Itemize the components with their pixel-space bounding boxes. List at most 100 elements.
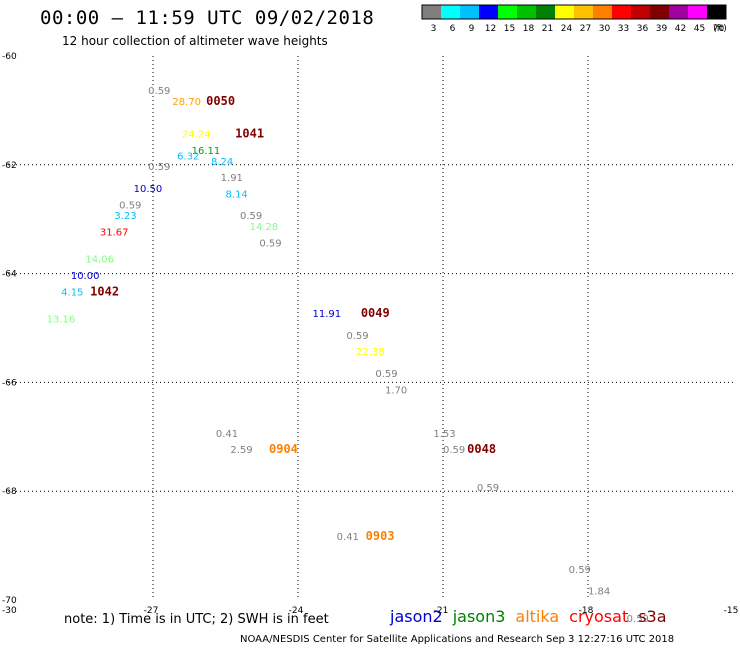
colorbar-unit: (ft) [713, 24, 727, 34]
wave-height-value: 13.16 [47, 315, 76, 326]
colorbar-level: 30 [599, 24, 611, 34]
wave-height-value: 0.59 [259, 238, 281, 249]
x-tick-label: -15 [724, 606, 739, 616]
colorbar-swatch [650, 5, 669, 19]
y-tick-label: -68 [2, 487, 17, 497]
colorbar-level: 39 [656, 24, 668, 34]
x-corner-label: -30 [2, 606, 17, 616]
legend-entry: jason3 [452, 607, 506, 626]
wave-height-value: 0.59 [627, 614, 649, 625]
colorbar-level: 6 [450, 24, 456, 34]
wave-height-value: 0.59 [569, 565, 591, 576]
colorbar-swatch [498, 5, 517, 19]
wave-height-value: 1.84 [588, 587, 610, 598]
wave-height-value: 6.32 [177, 151, 199, 162]
wave-height-value: 0.59 [375, 369, 397, 380]
colorbar-swatch [669, 5, 688, 19]
colorbar-swatch [612, 5, 631, 19]
colorbar-swatch [574, 5, 593, 19]
wave-height-value: 14.06 [85, 255, 114, 266]
colorbar-swatch [422, 5, 441, 19]
wave-height-value: 28.70 [172, 97, 201, 108]
pass-time-label: 0049 [361, 306, 390, 320]
x-tick-label: -21 [434, 606, 449, 616]
colorbar-level: 42 [675, 24, 686, 34]
colorbar-swatch [441, 5, 460, 19]
wave-height-value: 4.15 [61, 287, 83, 298]
pass-time-label: 1041 [235, 127, 264, 141]
colorbar-level: 45 [694, 24, 705, 34]
wave-height-value: 10.50 [134, 184, 163, 195]
wave-height-value: 3.23 [114, 211, 136, 222]
wave-height-value: 10.00 [71, 271, 100, 282]
colorbar-swatch [688, 5, 707, 19]
pass-time-label: 0050 [206, 94, 235, 108]
colorbar-level: 36 [637, 24, 649, 34]
satellite-legend: jason2 jason3 altika cryosat s3a [390, 607, 677, 626]
chart-subtitle: 12 hour collection of altimeter wave hei… [62, 34, 328, 48]
colorbar-level: 12 [485, 24, 496, 34]
wave-height-value: 0.41 [337, 532, 359, 543]
x-tick-label: -27 [144, 606, 159, 616]
wave-height-value: 0.59 [346, 331, 368, 342]
colorbar-level: 70 [713, 24, 725, 34]
colorbar: 3 6 9 12 15 18 21 24 27 30 33 36 39 42 45 70(ft) [421, 4, 727, 34]
wave-height-value: 8.14 [226, 189, 248, 200]
grid-lines [8, 56, 733, 600]
colorbar-level: 21 [542, 24, 553, 34]
colorbar-swatch [536, 5, 555, 19]
wave-height-value: 0.59 [148, 86, 170, 97]
colorbar-swatch [460, 5, 479, 19]
axis-ticks: -27 -24 -21 -18 -15 -60 -62 -64 -66 -68 -70-30 [2, 52, 738, 616]
wave-height-value: 14.28 [250, 222, 279, 233]
wave-height-value: 1.53 [433, 429, 455, 440]
wave-height-value: 31.67 [100, 228, 129, 239]
x-tick-label: -24 [289, 606, 304, 616]
colorbar-level: 27 [580, 24, 591, 34]
pass-time-label: 0048 [467, 442, 496, 456]
x-tick-label: -18 [579, 606, 594, 616]
wave-height-value: 0.59 [443, 445, 465, 456]
credit-line: NOAA/NESDIS Center for Satellite Applica… [240, 634, 675, 645]
y-tick-label: -66 [2, 378, 17, 388]
colorbar-level: 9 [469, 24, 475, 34]
legend-entry: jason2 [390, 607, 443, 626]
colorbar-swatch [555, 5, 574, 19]
wave-height-value: 16.11 [192, 146, 221, 157]
colorbar-level: 24 [561, 24, 573, 34]
wave-height-value: 0.59 [148, 162, 170, 173]
wave-height-value: 11.91 [313, 309, 342, 320]
legend-entry: cryosat [569, 607, 629, 626]
wave-height-value: 0.59 [477, 483, 499, 494]
colorbar-swatch [479, 5, 498, 19]
legend-entry: s3a [638, 607, 667, 626]
pass-time-label: 0903 [366, 529, 395, 543]
wave-height-value: 2.59 [230, 445, 252, 456]
colorbar-swatch [593, 5, 612, 19]
note-text: note: 1) Time is in UTC; 2) SWH is in fe… [64, 612, 329, 627]
y-tick-label: -60 [2, 52, 17, 62]
y-tick-label: -62 [2, 161, 17, 171]
wave-height-value: 22.38 [356, 347, 385, 358]
wave-height-value: 0.59 [119, 200, 141, 211]
pass-time-label: 1042 [90, 284, 119, 298]
colorbar-level: 15 [504, 24, 515, 34]
colorbar-level: 18 [523, 24, 535, 34]
y-tick-label: -70 [2, 596, 17, 606]
chart-title: 00:00 – 11:59 UTC 09/02/2018 [40, 7, 375, 29]
wave-height-value: 1.70 [385, 385, 407, 396]
wave-height-value: 0.41 [216, 429, 238, 440]
colorbar-level: 33 [618, 24, 629, 34]
pass-time-label: 0904 [269, 442, 298, 456]
colorbar-swatch [517, 5, 536, 19]
wave-height-value: 0.59 [240, 211, 262, 222]
legend-entry: altika [515, 607, 560, 626]
colorbar-level: 3 [431, 24, 437, 34]
pass-labels: 0050 1041 1042 0049 0904 0048 0903 [90, 94, 496, 543]
wave-height-value: 8.24 [211, 157, 233, 168]
colorbar-swatch [631, 5, 650, 19]
colorbar-swatch [707, 5, 726, 19]
wave-height-value: 24.24 [182, 130, 211, 141]
